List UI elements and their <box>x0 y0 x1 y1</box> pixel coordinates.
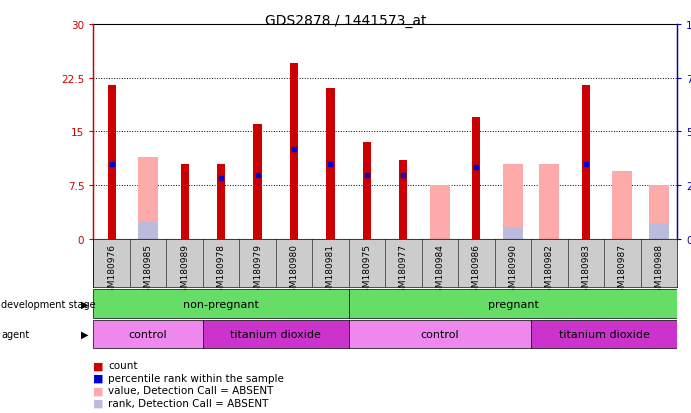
Text: GSM180990: GSM180990 <box>509 243 518 298</box>
Bar <box>363 143 371 240</box>
Text: ■: ■ <box>93 398 104 408</box>
Bar <box>254 125 261 240</box>
Bar <box>503 228 523 240</box>
Text: ■: ■ <box>93 361 104 370</box>
Bar <box>649 186 669 240</box>
Text: count: count <box>108 361 138 370</box>
Text: GSM180982: GSM180982 <box>545 243 554 298</box>
Text: GSM180988: GSM180988 <box>654 243 663 298</box>
Text: GSM180987: GSM180987 <box>618 243 627 298</box>
Text: GDS2878 / 1441573_at: GDS2878 / 1441573_at <box>265 14 426 28</box>
Text: titanium dioxide: titanium dioxide <box>559 329 650 339</box>
FancyBboxPatch shape <box>93 320 202 349</box>
Text: development stage: development stage <box>1 299 96 309</box>
Text: agent: agent <box>1 329 30 339</box>
Text: GSM180983: GSM180983 <box>581 243 590 298</box>
Text: GSM180979: GSM180979 <box>253 243 262 298</box>
FancyBboxPatch shape <box>202 320 349 349</box>
FancyBboxPatch shape <box>93 290 349 318</box>
Text: GSM180984: GSM180984 <box>435 243 444 298</box>
Bar <box>473 118 480 240</box>
Text: percentile rank within the sample: percentile rank within the sample <box>108 373 285 383</box>
Bar <box>290 64 298 240</box>
Text: ■: ■ <box>93 385 104 395</box>
Bar <box>217 164 225 240</box>
Text: ■: ■ <box>93 373 104 383</box>
Text: control: control <box>421 329 460 339</box>
Bar <box>138 221 158 240</box>
Text: GSM180989: GSM180989 <box>180 243 189 298</box>
Text: control: control <box>129 329 167 339</box>
Text: GSM180976: GSM180976 <box>107 243 116 298</box>
Bar <box>138 157 158 240</box>
Bar <box>503 164 523 240</box>
Bar <box>649 223 669 240</box>
Text: GSM180980: GSM180980 <box>290 243 299 298</box>
Text: rank, Detection Call = ABSENT: rank, Detection Call = ABSENT <box>108 398 269 408</box>
Bar <box>612 171 632 240</box>
Text: titanium dioxide: titanium dioxide <box>230 329 321 339</box>
Text: GSM180977: GSM180977 <box>399 243 408 298</box>
Bar <box>399 161 408 240</box>
Text: pregnant: pregnant <box>488 299 538 309</box>
Text: GSM180981: GSM180981 <box>326 243 335 298</box>
Bar <box>180 164 189 240</box>
Bar <box>430 186 450 240</box>
Bar <box>582 85 590 240</box>
FancyBboxPatch shape <box>349 320 531 349</box>
FancyBboxPatch shape <box>349 290 677 318</box>
Text: ▶: ▶ <box>81 299 88 309</box>
Text: GSM180985: GSM180985 <box>144 243 153 298</box>
Text: non-pregnant: non-pregnant <box>183 299 259 309</box>
Text: GSM180978: GSM180978 <box>216 243 225 298</box>
Text: ▶: ▶ <box>81 329 88 339</box>
Bar <box>108 85 115 240</box>
Text: value, Detection Call = ABSENT: value, Detection Call = ABSENT <box>108 385 274 395</box>
Bar <box>326 89 334 240</box>
FancyBboxPatch shape <box>531 320 677 349</box>
Text: GSM180975: GSM180975 <box>363 243 372 298</box>
Text: GSM180986: GSM180986 <box>472 243 481 298</box>
Bar <box>540 164 560 240</box>
